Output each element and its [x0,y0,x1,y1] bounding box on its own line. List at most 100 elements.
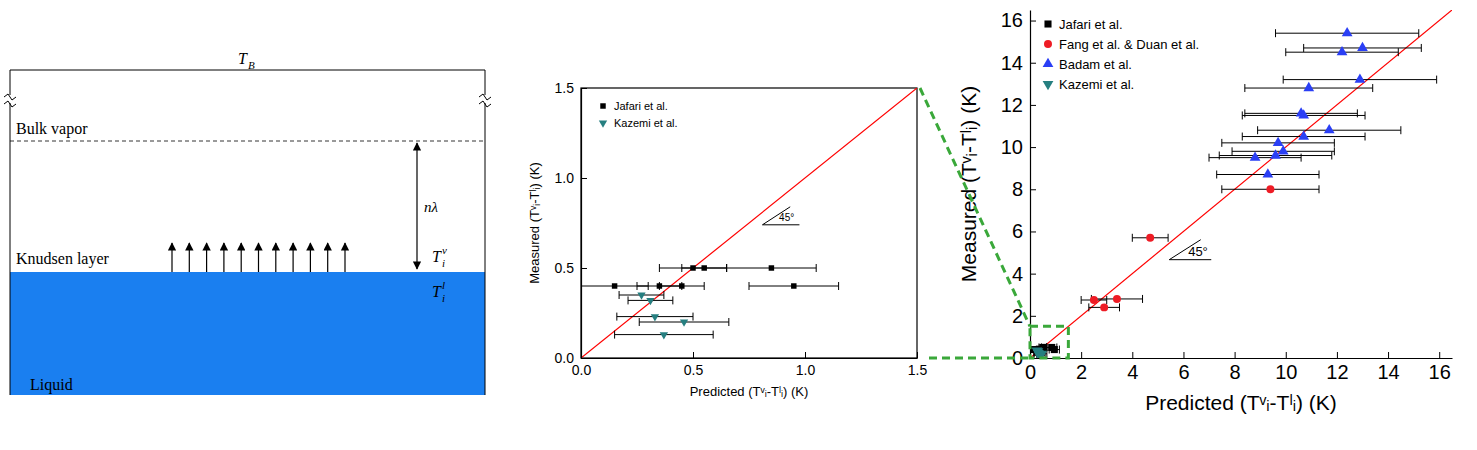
point [1357,42,1368,51]
zoom-box [1030,326,1068,358]
zoom-connector [929,357,1030,360]
point [701,265,706,270]
vapor-interface-temperature-sub: i [442,257,445,269]
point [791,283,796,288]
page: TBBulk vapornλKnudsen layerTviTliLiquid0… [0,0,1477,450]
point [1298,130,1309,139]
tick: 8 [1012,178,1036,200]
point [1273,137,1284,146]
legend-label: Fang et al. & Duan et al. [1059,37,1199,52]
liquid-label: Liquid [30,376,73,394]
error-bar [727,264,817,272]
tick-label: 14 [1377,361,1399,383]
point [637,293,645,300]
legend-label: Badam et al. [1059,57,1132,72]
tick-label: 6 [1178,361,1189,383]
error-bar [619,291,664,299]
point [679,283,684,288]
evaporation-arrow [241,243,242,272]
tick-mark [1081,352,1082,358]
legend-symbol [1044,40,1052,48]
legend-label: Kazemi et al. [614,117,678,129]
series [1209,27,1437,179]
tick: 6 [1178,352,1189,383]
bulk-temperature-sub: B [248,59,255,71]
zoom-connector [920,88,1030,326]
tick: 4 [1012,263,1036,285]
tick-label: 4 [1127,361,1138,383]
tick: 1.0 [796,352,816,378]
distance-label: nλ [424,199,439,215]
error-bar [659,282,704,290]
point [660,332,668,339]
liquid-interface-temperature: T [432,283,442,300]
tick-mark [1132,352,1133,358]
legend: Jafari et al.Kazemi et al. [599,100,678,129]
slope-label: 45° [1188,244,1208,259]
tick-mark [1030,274,1036,275]
tick-label: 1.5 [908,362,928,378]
tick-mark [581,178,587,179]
tick-label: 0.5 [684,362,704,378]
chart: 0.00.51.01.50.00.51.01.5Predicted (Tᵛᵢ-T… [527,80,927,399]
point [1051,346,1058,353]
tick-mark [581,358,587,359]
point [1262,168,1273,177]
tick-mark [1030,147,1036,148]
point [1337,46,1348,55]
tick-mark [1337,352,1338,358]
x-axis: 0246810121416 [1025,352,1453,383]
liquid-interface-temperature-sup: l [442,279,445,291]
bulk-label: Bulk vapor [16,120,88,138]
legend-symbol [1043,58,1054,67]
tick-label: 16 [1001,9,1023,31]
tick-label: 10 [1001,136,1023,158]
break-mark [4,94,16,107]
tick-label: 8 [1230,361,1241,383]
tick-mark [1388,352,1389,358]
point [612,283,617,288]
tick-mark [1030,231,1036,232]
evaporation-arrow [189,243,190,272]
point [646,298,654,305]
x-axis-title: Predicted (Tᵛᵢ-Tˡᵢ) (K) [1145,391,1337,414]
error-bar [1132,234,1168,242]
slope-label: 45° [779,212,794,223]
tick-mark [1030,21,1036,22]
vapor-interface-temperature-sup: v [442,244,447,256]
evaporation-arrow [258,243,259,272]
legend-label: Jafari et al. [1059,17,1123,32]
tick-mark [1030,316,1036,317]
x-axis: 0.0 0.5 1.0 1.5 [572,352,928,378]
point [1278,145,1289,154]
tick-mark [581,88,587,89]
tick-mark [581,268,587,269]
y-axis: 0.00.51.01.5 [555,80,587,366]
axis-line [582,358,918,359]
diagram: TBBulk vapornλKnudsen layerTviTliLiquid [4,50,491,395]
tick: 4 [1127,352,1138,383]
tick: 0.0 [555,350,587,366]
plot-frame [581,88,917,358]
bulk-temperature: T [238,50,248,67]
plot-area [1030,10,1452,358]
legend-label: Kazemi et al. [1059,77,1134,92]
tick-mark [805,352,806,358]
evaporation-arrow [223,243,224,272]
axis-line [1030,11,1031,359]
legend: Jafari et al. Fang et al. & Duan et al. Ba… [1043,17,1200,92]
tick: 0.5 [684,352,704,378]
tick-label: 12 [1001,94,1023,116]
axis-line [1031,358,1453,359]
evaporation-arrow [293,243,294,272]
tick: 1.5 [555,80,587,96]
legend-symbol [600,103,605,108]
point [1303,82,1314,91]
tick-label: 2 [1076,361,1087,383]
tick-label: 0.0 [572,362,592,378]
liquid-region [10,272,485,395]
tick: 1.0 [555,170,587,186]
plot-area [581,88,917,358]
tick-mark [693,352,694,358]
legend-symbol [599,121,607,128]
